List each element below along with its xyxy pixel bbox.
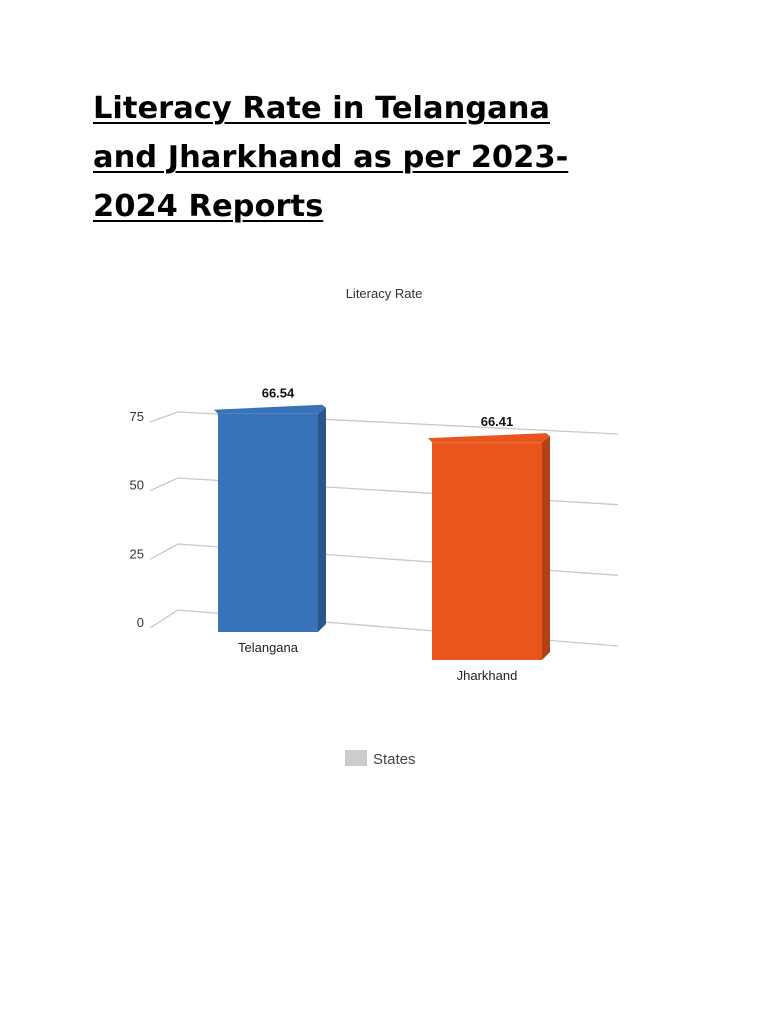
bar-jharkhand (428, 433, 550, 660)
data-label: 66.41 (481, 414, 514, 429)
y-tick-label: 25 (130, 546, 144, 561)
bar-front (432, 442, 542, 660)
chart-svg: Literacy Rate 0 25 50 75 66.54 Telangana 66.4… (130, 286, 619, 768)
bars (214, 404, 550, 660)
gridline (149, 411, 619, 435)
legend-swatch (345, 750, 367, 766)
bar-side (318, 407, 326, 632)
y-tick-label: 75 (130, 409, 144, 424)
y-axis-ticks: 0 25 50 75 (130, 409, 144, 630)
y-tick-label: 0 (137, 615, 144, 630)
bar-chart: Literacy Rate 0 25 50 75 66.54 Telangana 66.4… (0, 270, 768, 790)
legend-label: States (373, 751, 416, 768)
page-title: Literacy Rate in Telangana and Jharkhand… (93, 91, 569, 224)
category-label: Telangana (238, 640, 299, 655)
y-tick-label: 50 (130, 478, 144, 493)
bar-top (428, 433, 550, 443)
bar-top (214, 404, 326, 414)
category-label: Jharkhand (457, 668, 518, 683)
data-label: 66.54 (262, 386, 295, 401)
chart-title: Literacy Rate (346, 286, 423, 301)
bar-side (542, 436, 550, 660)
bar-telangana (214, 404, 326, 632)
legend: States (345, 750, 416, 768)
category-labels: 66.54 Telangana 66.41 Jharkhand (238, 386, 517, 683)
bar-front (218, 413, 318, 632)
